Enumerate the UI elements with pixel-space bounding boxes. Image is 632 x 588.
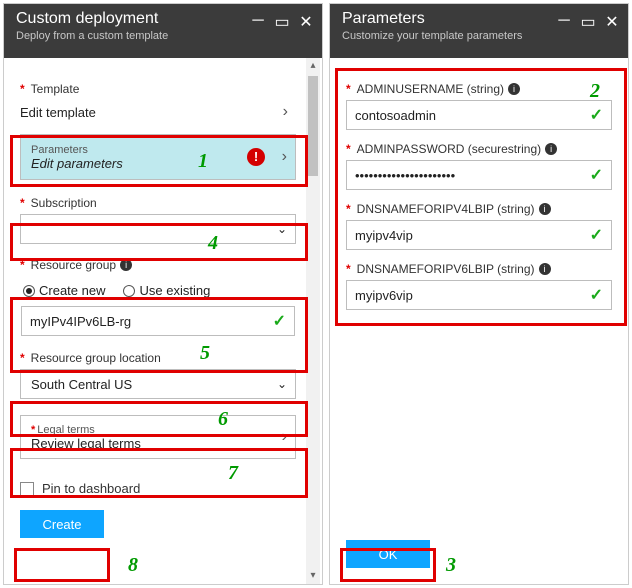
param-adminpassword-label: *ADMINPASSWORD (securestring) i: [346, 142, 612, 156]
param-dns4-input[interactable]: myipv4vip ✓: [346, 220, 612, 250]
restore-icon[interactable]: ▭: [580, 12, 596, 32]
info-icon[interactable]: i: [539, 203, 551, 215]
param-dns4-label: *DNSNAMEFORIPV4LBIP (string) i: [346, 202, 612, 216]
location-select[interactable]: South Central US ⌄: [20, 369, 296, 399]
checkbox-icon: [20, 482, 34, 496]
legal-terms-row[interactable]: *Legal terms Review legal terms ›: [20, 415, 296, 459]
edit-template-text: Edit template: [20, 105, 286, 120]
create-button[interactable]: Create: [20, 510, 104, 538]
resource-group-box: Create new Use existing myIPv4IPv6LB-rg …: [20, 276, 296, 337]
custom-deployment-blade: Custom deployment Deploy from a custom t…: [3, 3, 323, 585]
resource-group-input[interactable]: myIPv4IPv6LB-rg ✓: [21, 306, 295, 336]
edit-parameters-row[interactable]: Parameters Edit parameters ! ›: [20, 134, 296, 180]
param-adminusername-input[interactable]: contosoadmin ✓: [346, 100, 612, 130]
scroll-up-icon[interactable]: ▴: [306, 58, 320, 74]
chevron-right-icon: ›: [282, 148, 287, 166]
location-value: South Central US: [31, 377, 285, 392]
parameters-blade: Parameters Customize your template param…: [329, 3, 629, 585]
blade-body: *Template Edit template › Parameters Edi…: [4, 58, 322, 584]
check-icon: ✓: [590, 165, 603, 185]
edit-template-row[interactable]: Edit template ›: [20, 100, 296, 124]
minimize-icon[interactable]: ─: [250, 12, 266, 32]
legal-terms-value: Review legal terms: [31, 436, 285, 451]
info-icon[interactable]: i: [508, 83, 520, 95]
param-adminusername-label: *ADMINUSERNAME (string) i: [346, 82, 612, 96]
chevron-right-icon: ›: [283, 103, 288, 121]
resource-group-value: myIPv4IPv6LB-rg: [30, 314, 131, 329]
scrollbar[interactable]: ▴ ▾: [306, 58, 320, 584]
restore-icon[interactable]: ▭: [274, 12, 290, 32]
info-icon[interactable]: i: [120, 259, 132, 271]
subscription-label: *Subscription: [20, 196, 296, 210]
close-icon[interactable]: ✕: [604, 12, 620, 32]
subscription-select[interactable]: ⌄: [20, 214, 296, 244]
check-icon: ✓: [273, 311, 286, 331]
resource-group-label: *Resource group i: [20, 258, 296, 272]
check-icon: ✓: [590, 105, 603, 125]
check-icon: ✓: [590, 225, 603, 245]
scroll-down-icon[interactable]: ▾: [306, 568, 320, 584]
param-dns6-input[interactable]: myipv6vip ✓: [346, 280, 612, 310]
chevron-right-icon: ›: [282, 428, 287, 446]
chevron-down-icon: ⌄: [277, 222, 287, 236]
rg-use-existing-radio[interactable]: Use existing: [123, 283, 210, 298]
param-dns6-label: *DNSNAMEFORIPV6LBIP (string) i: [346, 262, 612, 276]
close-icon[interactable]: ✕: [298, 12, 314, 32]
blade-header: Custom deployment Deploy from a custom t…: [4, 4, 322, 58]
check-icon: ✓: [590, 285, 603, 305]
param-adminpassword-input[interactable]: •••••••••••••••••••••• ✓: [346, 160, 612, 190]
blade-header: Parameters Customize your template param…: [330, 4, 628, 58]
pin-to-dashboard[interactable]: Pin to dashboard: [20, 481, 296, 496]
scroll-thumb[interactable]: [308, 76, 318, 176]
error-icon: !: [247, 148, 265, 166]
radio-off-icon: [123, 285, 135, 297]
location-label: *Resource group location: [20, 351, 296, 365]
ok-button[interactable]: OK: [346, 540, 430, 568]
template-label: *Template: [20, 82, 296, 96]
minimize-icon[interactable]: ─: [556, 12, 572, 32]
chevron-down-icon: ⌄: [277, 377, 287, 391]
blade-body: *ADMINUSERNAME (string) i contosoadmin ✓…: [330, 58, 628, 584]
legal-terms-label: *Legal terms: [31, 424, 285, 436]
rg-create-new-radio[interactable]: Create new: [23, 283, 105, 298]
info-icon[interactable]: i: [545, 143, 557, 155]
radio-on-icon: [23, 285, 35, 297]
info-icon[interactable]: i: [539, 263, 551, 275]
